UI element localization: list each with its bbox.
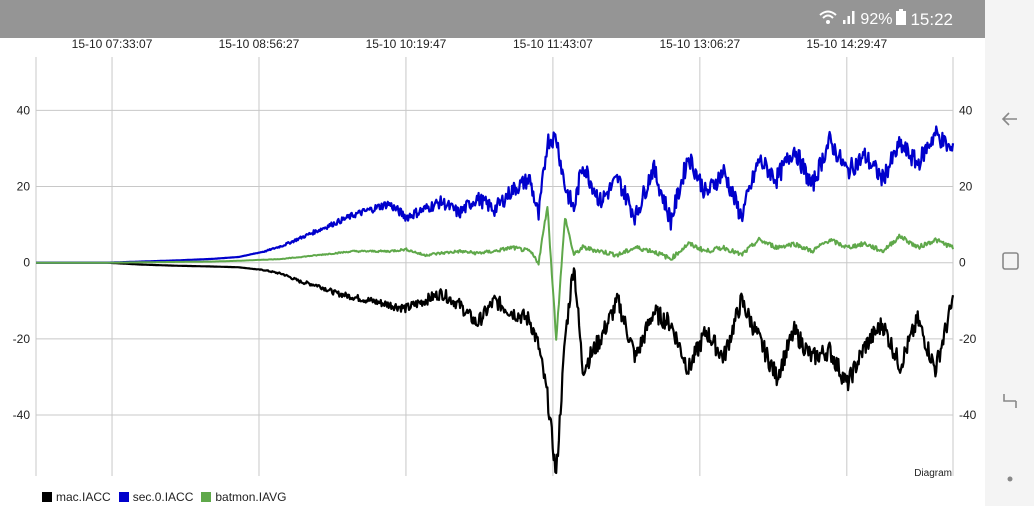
y-tick-label-right: 20 (959, 180, 973, 194)
y-tick-label-right: -20 (959, 332, 977, 346)
clock-time: 15:22 (910, 9, 953, 29)
battery-percent: 92% (860, 10, 893, 28)
y-tick-label-right: 40 (959, 103, 973, 117)
status-bar: 92% 15:22 (0, 0, 985, 38)
y-tick-label-left: -40 (13, 408, 31, 422)
line-chart: 15-10 07:33:07 15-10 08:56:27 15-10 10:19:… (13, 37, 977, 479)
status-icons: 92% 15:22 (818, 9, 953, 30)
x-axis-ticks: 15-10 07:33:07 15-10 08:56:27 15-10 10:19:… (72, 37, 888, 51)
legend: mac.IACC sec.0.IACC batmon.IAVG (42, 490, 287, 504)
legend-swatch-sec (118, 492, 129, 502)
x-tick-label: 15-10 07:33:07 (72, 38, 153, 51)
y-tick-label-left: 0 (23, 256, 30, 270)
legend-item-sec: sec.0.IACC (118, 490, 194, 504)
y-tick-label-right: 0 (959, 256, 966, 270)
legend-item-mac: mac.IACC (42, 490, 111, 504)
legend-label-sec: sec.0.IACC (132, 490, 194, 504)
series-line-sec-0-iacc (35, 125, 955, 264)
recents-icon[interactable] (995, 246, 1025, 276)
y-tick-label-right: -40 (959, 408, 977, 422)
battery-icon (896, 9, 907, 30)
y-tick-label-left: 40 (17, 103, 31, 117)
legend-item-batmon: batmon.IAVG (201, 490, 287, 504)
x-tick-label: 15-10 10:19:47 (366, 38, 447, 51)
x-tick-label: 15-10 08:56:27 (219, 38, 300, 51)
grid (35, 57, 954, 476)
series-line-mac-iacc (35, 261, 955, 475)
legend-swatch-batmon (201, 492, 212, 502)
legend-label-mac: mac.IACC (56, 490, 111, 504)
x-tick-label: 15-10 13:06:27 (659, 38, 740, 51)
y-axis-ticks: -40 -40 -20 -20 0 0 20 20 40 40 (13, 103, 977, 422)
legend-label-batmon: batmon.IAVG (215, 490, 287, 504)
series-line-batmon-iavg (35, 206, 954, 341)
home-icon[interactable] (995, 386, 1025, 416)
diagram-annotation: Diagram (914, 468, 952, 479)
legend-swatch-mac (42, 492, 52, 502)
dot-icon (995, 464, 1025, 494)
y-tick-label-left: -20 (13, 332, 31, 346)
x-tick-label: 15-10 14:29:47 (806, 38, 887, 51)
back-arrow-icon[interactable] (995, 104, 1025, 134)
series-lines (35, 125, 955, 475)
navigation-bar (985, 0, 1034, 506)
chart-container: 15-10 07:33:07 15-10 08:56:27 15-10 10:19:… (0, 37, 985, 506)
signal-icon (842, 9, 856, 30)
x-tick-label: 15-10 11:43:07 (513, 38, 593, 51)
y-tick-label-left: 20 (17, 180, 31, 194)
wifi-icon (818, 9, 838, 30)
